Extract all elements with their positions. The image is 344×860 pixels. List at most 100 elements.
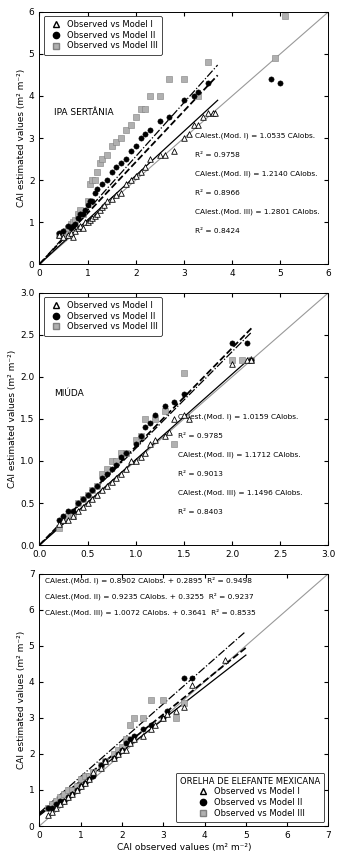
Point xyxy=(70,219,76,233)
Point xyxy=(99,177,105,191)
Point xyxy=(94,207,100,221)
Point xyxy=(103,754,108,768)
Y-axis label: CAI estimated values (m² m⁻²): CAI estimated values (m² m⁻²) xyxy=(17,69,26,207)
Point xyxy=(73,224,78,237)
Point xyxy=(123,123,129,137)
Point xyxy=(138,165,143,179)
Point xyxy=(123,445,129,459)
Point xyxy=(92,173,97,187)
Point xyxy=(97,157,102,170)
Point xyxy=(57,797,63,811)
Point xyxy=(77,219,83,233)
Point xyxy=(99,483,105,497)
Point xyxy=(244,336,249,350)
Point xyxy=(49,802,54,815)
Point xyxy=(85,199,90,212)
Point xyxy=(172,437,177,451)
Point xyxy=(109,165,115,179)
Point xyxy=(191,119,196,132)
Point xyxy=(119,157,124,170)
Point xyxy=(94,479,100,493)
Point xyxy=(167,425,172,439)
Point xyxy=(268,72,273,86)
Text: CAlest.(Mod. I) = 0.8902 CAlobs. + 0.2895  R² = 0.9498: CAlest.(Mod. I) = 0.8902 CAlobs. + 0.289… xyxy=(45,576,252,584)
Point xyxy=(201,110,206,124)
Point xyxy=(165,703,170,717)
Text: IPA SERTÂNIA: IPA SERTÂNIA xyxy=(54,108,114,117)
Point xyxy=(229,336,235,350)
Point xyxy=(173,711,179,725)
Point xyxy=(132,711,137,725)
Legend: Observed vs Model I, Observed vs Model II, Observed vs Model III: Observed vs Model I, Observed vs Model I… xyxy=(43,16,162,55)
Point xyxy=(92,186,97,200)
Point xyxy=(114,188,119,202)
Point xyxy=(213,106,218,120)
Point xyxy=(119,445,124,459)
Point xyxy=(56,521,61,535)
Legend: Observed vs Model I, Observed vs Model II, Observed vs Model III: Observed vs Model I, Observed vs Model I… xyxy=(43,297,162,335)
Point xyxy=(98,758,104,771)
Point xyxy=(148,693,154,707)
Point xyxy=(181,387,187,401)
Point xyxy=(45,808,50,822)
Point xyxy=(148,89,153,103)
Text: CAlest.(Mod. III) = 1.0072 CAlobs. + 0.3641  R² = 0.8535: CAlest.(Mod. III) = 1.0072 CAlobs. + 0.3… xyxy=(45,609,256,617)
Point xyxy=(133,437,139,451)
Point xyxy=(78,772,83,786)
Point xyxy=(80,492,85,506)
Point xyxy=(190,679,195,692)
Point xyxy=(94,165,100,179)
Point xyxy=(75,211,80,224)
Point xyxy=(282,9,288,23)
Point xyxy=(86,772,92,786)
Point xyxy=(162,403,168,417)
Point xyxy=(89,492,95,506)
Point xyxy=(157,114,163,128)
Point xyxy=(73,213,78,227)
Point xyxy=(65,790,71,804)
Point xyxy=(161,693,166,707)
Point xyxy=(101,199,107,212)
Point xyxy=(65,228,71,242)
Point xyxy=(191,89,196,103)
Point xyxy=(98,761,104,775)
Point xyxy=(223,654,228,667)
Point xyxy=(205,55,211,69)
Point xyxy=(103,754,108,768)
Point xyxy=(123,463,129,476)
Point xyxy=(162,399,168,413)
Point xyxy=(157,148,163,162)
Text: R² = 0.9758: R² = 0.9758 xyxy=(195,152,240,158)
Point xyxy=(186,412,192,426)
Point xyxy=(53,794,58,808)
Point xyxy=(104,463,109,476)
Point xyxy=(89,173,95,187)
Text: R² = 0.8966: R² = 0.8966 xyxy=(195,190,240,196)
Point xyxy=(111,751,117,765)
Point xyxy=(210,106,216,120)
Point xyxy=(278,77,283,90)
Point xyxy=(148,152,153,166)
Point xyxy=(65,222,71,236)
Point xyxy=(173,703,179,717)
Point xyxy=(114,454,119,468)
Point xyxy=(249,353,254,367)
Point xyxy=(69,787,75,801)
Point xyxy=(56,226,61,240)
Point xyxy=(70,509,76,523)
Point xyxy=(249,353,254,367)
Point xyxy=(92,209,97,223)
Point xyxy=(75,496,80,510)
Point xyxy=(90,765,96,779)
Point xyxy=(89,483,95,497)
Point xyxy=(56,228,61,242)
Point xyxy=(61,513,66,527)
Point xyxy=(229,358,235,372)
Point xyxy=(196,85,201,99)
Point xyxy=(82,203,88,217)
Point xyxy=(53,797,58,811)
Point xyxy=(69,787,75,801)
Point xyxy=(132,733,137,746)
Point xyxy=(114,458,119,472)
Point xyxy=(109,454,115,468)
